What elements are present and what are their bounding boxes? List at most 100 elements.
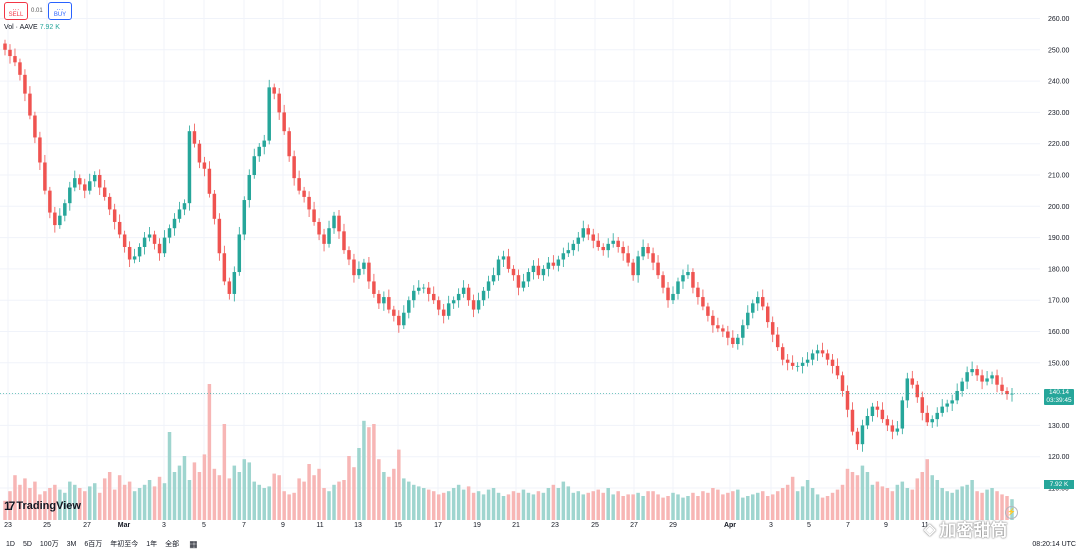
candle-body xyxy=(53,212,57,226)
timeframe-1d[interactable]: 1D xyxy=(6,540,15,548)
time-tick-label: 21 xyxy=(512,522,520,529)
candle-body xyxy=(192,131,197,144)
volume-bar xyxy=(875,481,880,520)
volume-bar xyxy=(307,464,311,520)
price-tick-label: 180.00 xyxy=(1048,266,1070,273)
candle-body xyxy=(1005,390,1009,395)
volume-bar xyxy=(162,483,167,520)
timeframe-ytd[interactable]: 年初至今 xyxy=(110,541,139,548)
volume-bar xyxy=(980,492,984,520)
buy-button[interactable]: ... BUY xyxy=(48,2,72,20)
candle-body xyxy=(3,43,7,50)
candle-body xyxy=(417,287,421,291)
volume-bar xyxy=(626,494,630,520)
candle-body xyxy=(950,400,954,404)
candle-body xyxy=(212,193,217,219)
candle-body xyxy=(756,297,760,304)
volume-bar xyxy=(601,492,605,520)
candle-body xyxy=(387,297,391,310)
candle-body xyxy=(686,272,690,276)
tradingview-logo-icon: 17 xyxy=(4,499,15,513)
timeframe-1y[interactable]: 1年 xyxy=(146,541,158,548)
candle-body xyxy=(566,250,571,254)
time-tick-label: 17 xyxy=(434,522,442,529)
candle-body xyxy=(890,425,895,432)
volume-bar xyxy=(187,480,192,520)
candle-body xyxy=(711,315,715,326)
watermark: ◈ 加密甜筒 xyxy=(924,516,1008,541)
candle-body xyxy=(606,243,610,251)
volume-bar xyxy=(751,494,755,520)
candle-body xyxy=(117,221,122,235)
volume-bar xyxy=(387,476,391,520)
candle-body xyxy=(770,322,775,335)
volume-bar xyxy=(417,486,421,520)
volume-bar xyxy=(456,484,461,520)
candle-body xyxy=(581,228,586,238)
volume-legend[interactable]: Vol · AAVE 7.92 K xyxy=(4,24,60,31)
candle-body xyxy=(152,234,157,244)
timeframe-6m[interactable]: 6百万 xyxy=(84,541,103,548)
candle-body xyxy=(960,381,964,391)
lightning-icon[interactable]: ⚡ xyxy=(1005,506,1018,519)
candle-body xyxy=(666,287,670,301)
time-tick-label: Apr xyxy=(724,522,736,529)
candle-body xyxy=(13,56,17,63)
timeframe-all[interactable]: 全部 xyxy=(165,541,180,548)
candle-body xyxy=(362,262,366,269)
candle-body xyxy=(327,228,331,244)
volume-bar xyxy=(372,424,376,520)
candle-body xyxy=(760,297,765,307)
volume-bar xyxy=(850,472,855,520)
timeframe-1m[interactable]: 100万 xyxy=(39,541,59,548)
candle-body xyxy=(317,221,321,235)
candle-body xyxy=(28,93,32,116)
sell-button[interactable]: ... SELL xyxy=(4,2,28,20)
candle-body xyxy=(33,115,37,138)
volume-bar xyxy=(426,489,431,520)
price-axis[interactable]: 260.00 250.00 240.00 230.00 220.00 210.00 200.… xyxy=(1048,16,1070,493)
time-axis[interactable]: 23 25 27 Mar 3 5 7 9 11 13 15 17 19 21 23 25 27 29 Apr 3 5 7 9… xyxy=(4,522,929,529)
volume-bar xyxy=(28,488,32,520)
volume-bar xyxy=(242,459,247,520)
time-tick-label: Mar xyxy=(118,522,131,529)
candle-body xyxy=(252,156,257,175)
volume-bar xyxy=(142,484,147,520)
candle-body xyxy=(895,428,900,432)
tradingview-logo[interactable]: 17 TradingView xyxy=(4,499,81,513)
candle-body xyxy=(496,259,501,276)
volume-bar xyxy=(172,472,177,520)
candle-body xyxy=(167,228,172,238)
volume-bar xyxy=(451,488,456,520)
volume-bar xyxy=(571,492,576,520)
price-tick-label: 130.00 xyxy=(1048,423,1070,430)
candle-body xyxy=(661,275,665,288)
candle-body xyxy=(78,178,82,185)
volume-bar xyxy=(292,492,296,520)
last-price-tag: 140.14 03:39:45 xyxy=(1044,388,1074,405)
candle-body xyxy=(38,137,42,163)
volume-bar xyxy=(53,484,57,520)
candle-body xyxy=(481,290,486,301)
volume-bar xyxy=(646,491,650,520)
timeframe-3m[interactable]: 3M xyxy=(66,540,77,548)
timeframe-5d[interactable]: 5D xyxy=(22,540,32,548)
candle-body xyxy=(955,390,959,401)
time-tick-label: 29 xyxy=(669,522,677,529)
volume-bar xyxy=(885,488,890,520)
time-tick-label: 25 xyxy=(43,522,51,529)
price-tick-label: 120.00 xyxy=(1048,454,1070,461)
time-tick-label: 7 xyxy=(242,522,246,529)
time-tick-label: 11 xyxy=(316,522,323,529)
volume-bar xyxy=(262,488,266,520)
candle-body xyxy=(900,400,905,429)
volume-bar xyxy=(686,496,690,520)
volume-bar xyxy=(18,484,22,520)
volume-bar xyxy=(940,488,944,520)
candle-body xyxy=(825,353,830,360)
volume-bar xyxy=(855,475,860,520)
candle-body xyxy=(910,378,915,385)
calendar-icon[interactable]: ▦ xyxy=(189,538,198,549)
utc-clock[interactable]: 08:20:14 UTC xyxy=(1032,540,1076,548)
